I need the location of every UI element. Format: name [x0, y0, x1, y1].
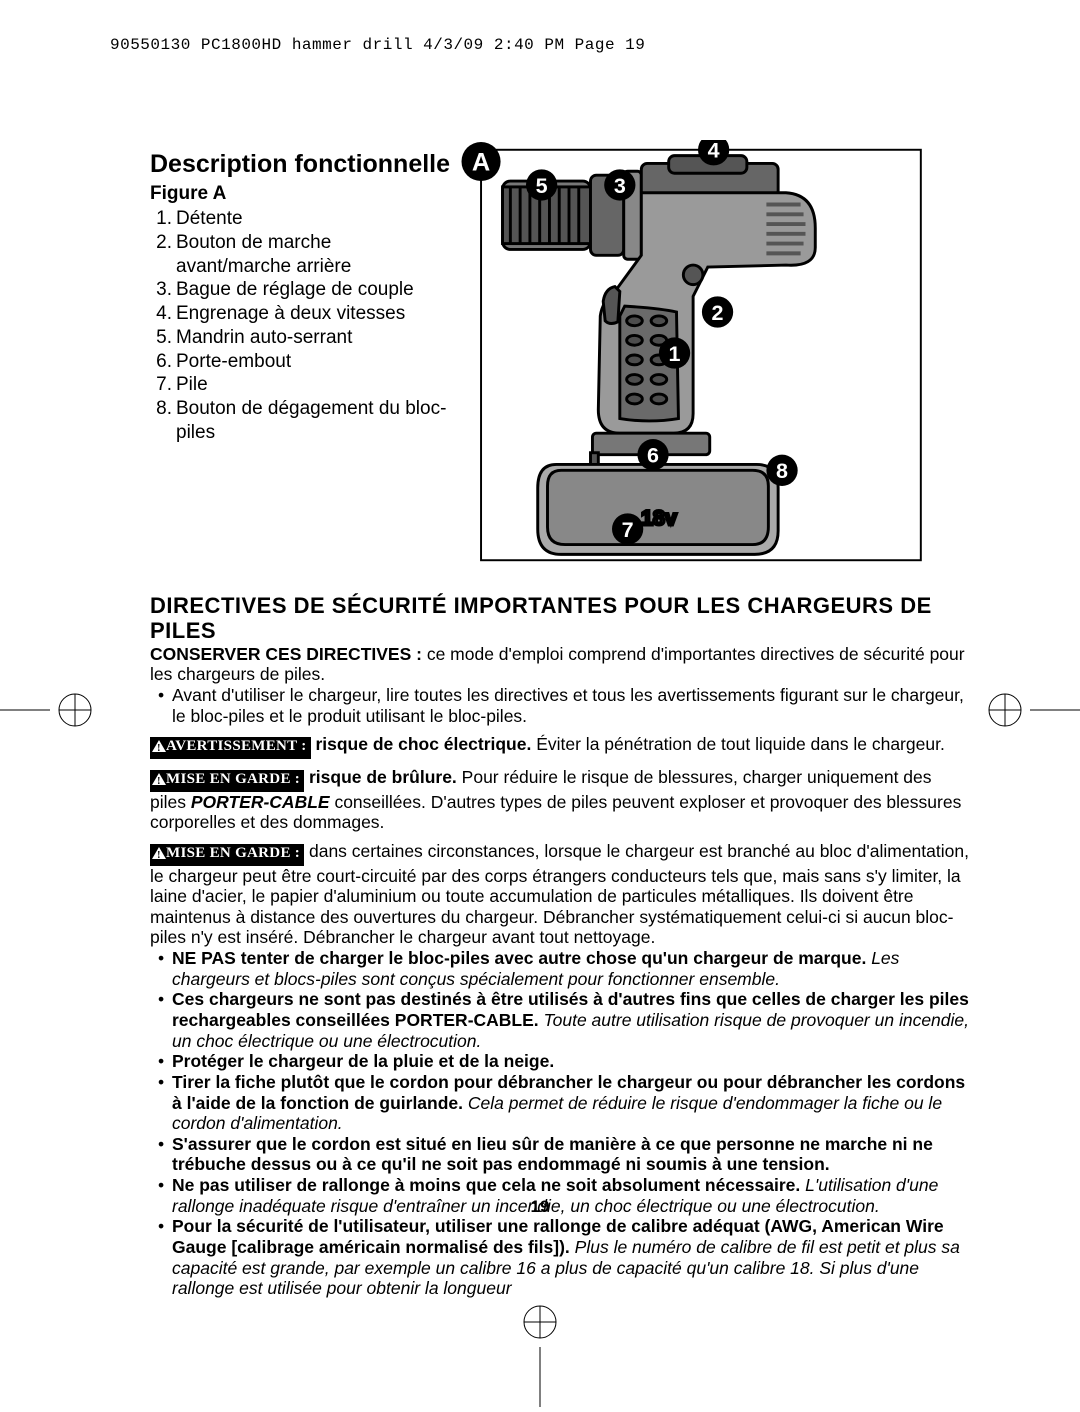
part-5: Mandrin auto-serrant [176, 326, 450, 350]
page-number: 19 [0, 1197, 1080, 1217]
callout-1: 1 [669, 342, 681, 366]
callout-4: 4 [708, 140, 720, 163]
svg-text:!: ! [157, 850, 161, 859]
crop-mark-left [0, 680, 110, 740]
callout-2: 2 [712, 301, 724, 325]
part-6: Porte-embout [176, 350, 450, 374]
safety-bullet: •S'assurer que le cordon est situé en li… [158, 1134, 970, 1175]
part-1: Détente [176, 207, 450, 231]
avertissement-label: ! AVERTISSEMENT : [150, 737, 311, 759]
battery-voltage-label: 18v [641, 506, 677, 530]
crop-header-text: 90550130 PC1800HD hammer drill 4/3/09 2:… [110, 36, 645, 54]
figure-a-diagram: A [458, 140, 970, 575]
description-column: Description fonctionnelle Figure A 1.Dét… [150, 150, 450, 445]
safety-bullet: •Pour la sécurité de l'utilisateur, util… [158, 1216, 970, 1299]
callout-3: 3 [614, 174, 626, 198]
part-2: Bouton de marche avant/marche arrière [176, 231, 450, 279]
description-title: Description fonctionnelle [150, 150, 450, 179]
parts-list: 1.Détente 2.Bouton de marche avant/march… [150, 207, 450, 445]
svg-text:!: ! [157, 743, 161, 752]
safety-bullet: •Protéger le chargeur de la pluie et de … [158, 1051, 970, 1072]
part-3: Bague de réglage de couple [176, 278, 450, 302]
figure-a-label: Figure A [150, 183, 450, 205]
callout-8: 8 [776, 459, 788, 483]
manual-page: 90550130 PC1800HD hammer drill 4/3/09 2:… [0, 0, 1080, 1397]
mise-en-garde-label-1: ! MISE EN GARDE : [150, 770, 304, 792]
safety-bullet: •Ces chargeurs ne sont pas destinés à êt… [158, 989, 970, 1051]
safety-bullet: •Tirer la fiche plutôt que le cordon pou… [158, 1072, 970, 1134]
safety-bullet: •NE PAS tenter de charger le bloc-piles … [158, 948, 970, 989]
page-content: Description fonctionnelle Figure A 1.Dét… [150, 150, 970, 1299]
callout-7: 7 [622, 518, 634, 542]
svg-text:!: ! [157, 776, 161, 785]
callout-6: 6 [647, 444, 659, 468]
mise-en-garde-label-2: ! MISE EN GARDE : [150, 844, 304, 866]
crop-mark-right [970, 680, 1080, 740]
part-8: Bouton de dégagement du bloc-piles [176, 397, 450, 445]
panel-label-a: A [472, 148, 490, 176]
safety-section-title: DIRECTIVES DE SÉCURITÉ IMPORTANTES POUR … [150, 593, 970, 644]
part-4: Engrenage à deux vitesses [176, 302, 450, 326]
callout-5: 5 [536, 174, 548, 198]
part-7: Pile [176, 373, 450, 397]
crop-mark-bottom [505, 1287, 575, 1407]
